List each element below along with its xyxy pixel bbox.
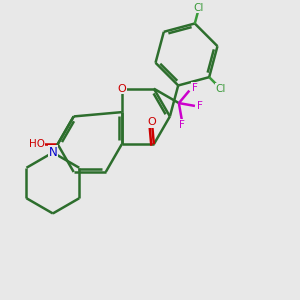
Text: F: F [192, 82, 198, 93]
Text: F: F [179, 119, 184, 130]
Text: O: O [117, 84, 126, 94]
Text: HO: HO [29, 139, 45, 149]
Text: O: O [148, 117, 157, 127]
Text: F: F [197, 101, 203, 111]
Text: N: N [49, 146, 57, 159]
Text: Cl: Cl [215, 84, 226, 94]
Text: Cl: Cl [194, 3, 204, 13]
